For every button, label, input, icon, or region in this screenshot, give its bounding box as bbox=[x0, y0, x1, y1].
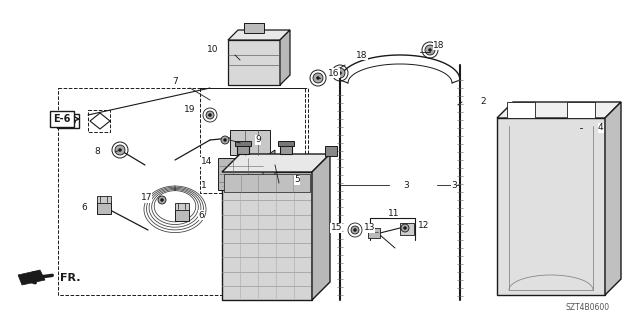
Text: 18: 18 bbox=[356, 50, 367, 60]
Circle shape bbox=[425, 45, 435, 55]
Bar bbox=[280, 144, 292, 154]
Text: FR.: FR. bbox=[60, 273, 81, 283]
Text: 13: 13 bbox=[364, 224, 375, 233]
Circle shape bbox=[221, 136, 229, 144]
Bar bbox=[230, 130, 270, 155]
Bar bbox=[235, 141, 251, 146]
Bar bbox=[244, 23, 264, 33]
Text: 6: 6 bbox=[198, 211, 204, 219]
Bar bbox=[97, 202, 111, 214]
Circle shape bbox=[429, 48, 431, 51]
Text: 7: 7 bbox=[172, 78, 178, 86]
Bar bbox=[222, 172, 312, 300]
Polygon shape bbox=[222, 154, 330, 172]
Bar bbox=[278, 141, 294, 146]
Bar bbox=[497, 118, 605, 295]
Text: 19: 19 bbox=[184, 106, 195, 115]
Polygon shape bbox=[228, 30, 290, 40]
Circle shape bbox=[118, 149, 122, 152]
Bar bbox=[175, 203, 189, 210]
Text: 8: 8 bbox=[94, 147, 100, 157]
Text: 14: 14 bbox=[200, 158, 212, 167]
Text: 5: 5 bbox=[294, 175, 300, 184]
Polygon shape bbox=[605, 102, 621, 295]
Polygon shape bbox=[312, 154, 330, 300]
Polygon shape bbox=[90, 113, 110, 129]
Bar bbox=[567, 102, 595, 118]
Circle shape bbox=[158, 196, 166, 204]
Bar bbox=[88, 110, 110, 132]
Circle shape bbox=[206, 111, 214, 119]
Circle shape bbox=[161, 198, 163, 202]
Text: 18: 18 bbox=[433, 41, 445, 49]
Circle shape bbox=[115, 145, 125, 155]
Text: 3: 3 bbox=[451, 181, 457, 189]
Circle shape bbox=[353, 228, 356, 232]
Circle shape bbox=[401, 224, 409, 232]
Circle shape bbox=[351, 226, 359, 234]
Text: 4: 4 bbox=[598, 123, 604, 132]
Bar bbox=[368, 228, 380, 238]
Bar bbox=[228, 40, 280, 85]
Circle shape bbox=[313, 73, 323, 83]
Text: 10: 10 bbox=[207, 46, 218, 55]
Bar bbox=[224, 174, 310, 192]
Text: 1: 1 bbox=[201, 181, 207, 189]
Text: 2: 2 bbox=[480, 98, 486, 107]
Bar bbox=[400, 223, 414, 235]
Text: E-6: E-6 bbox=[60, 116, 77, 126]
Circle shape bbox=[339, 71, 342, 75]
Text: 9: 9 bbox=[255, 136, 260, 145]
Text: 11: 11 bbox=[388, 209, 399, 218]
Text: E-6: E-6 bbox=[53, 114, 70, 124]
Bar bbox=[218, 158, 263, 190]
Text: 6: 6 bbox=[81, 204, 87, 212]
Circle shape bbox=[317, 77, 319, 79]
Bar bbox=[58, 88, 305, 295]
Circle shape bbox=[209, 114, 211, 116]
Bar bbox=[175, 209, 189, 221]
Bar bbox=[97, 196, 111, 203]
Polygon shape bbox=[497, 102, 621, 118]
Polygon shape bbox=[280, 30, 290, 85]
Text: SZT4B0600: SZT4B0600 bbox=[566, 303, 610, 312]
Polygon shape bbox=[18, 270, 45, 285]
Text: 16: 16 bbox=[328, 69, 339, 78]
Text: 12: 12 bbox=[418, 220, 429, 229]
Bar bbox=[200, 88, 308, 193]
Circle shape bbox=[223, 138, 227, 142]
Text: 15: 15 bbox=[330, 224, 342, 233]
Circle shape bbox=[403, 226, 406, 229]
Polygon shape bbox=[263, 150, 275, 190]
Bar bbox=[237, 144, 249, 154]
Circle shape bbox=[335, 68, 345, 78]
Text: 3: 3 bbox=[403, 181, 409, 189]
Bar bbox=[507, 102, 535, 118]
Text: 17: 17 bbox=[141, 194, 152, 203]
Bar bbox=[325, 146, 337, 156]
